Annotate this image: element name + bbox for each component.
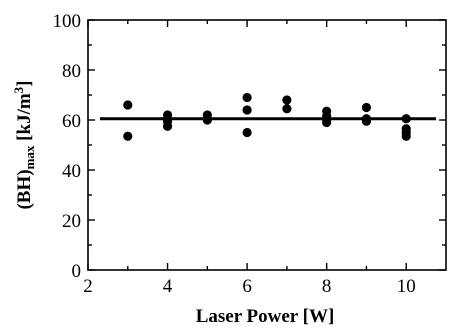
data-point xyxy=(361,116,372,126)
x-tick-label: 6 xyxy=(242,276,252,297)
data-points xyxy=(123,92,411,141)
x-tick-label: 4 xyxy=(163,276,173,297)
x-axis-ticks: 2 4 6 8 10 xyxy=(83,20,416,297)
y-tick-label: 80 xyxy=(62,61,81,82)
data-point xyxy=(123,131,133,141)
plot-area xyxy=(87,19,447,271)
x-tick-label: 10 xyxy=(397,276,416,297)
data-point xyxy=(242,105,252,115)
data-point xyxy=(322,117,332,128)
data-point xyxy=(361,102,372,113)
data-point xyxy=(202,115,212,125)
plot-frame xyxy=(87,19,447,271)
y-tick-label: 40 xyxy=(62,161,81,182)
data-point xyxy=(282,95,292,105)
y-tick-label: 0 xyxy=(72,261,82,282)
y-tick-label: 20 xyxy=(62,211,81,232)
data-point xyxy=(401,114,411,124)
data-point xyxy=(282,104,292,114)
x-axis-title: Laser Power [W] xyxy=(196,306,335,327)
y-tick-label: 60 xyxy=(62,111,81,132)
data-point xyxy=(123,100,133,110)
data-point xyxy=(401,131,411,141)
data-point xyxy=(242,92,252,103)
y-axis-ticks: 0 20 40 60 80 100 xyxy=(53,11,446,282)
data-point xyxy=(162,121,173,131)
y-axis-title: (BH)max [kJ/m3] xyxy=(11,80,37,209)
data-point xyxy=(242,127,252,138)
x-tick-label: 8 xyxy=(322,276,332,297)
y-tick-label: 100 xyxy=(53,11,82,32)
x-tick-label: 2 xyxy=(83,276,93,297)
